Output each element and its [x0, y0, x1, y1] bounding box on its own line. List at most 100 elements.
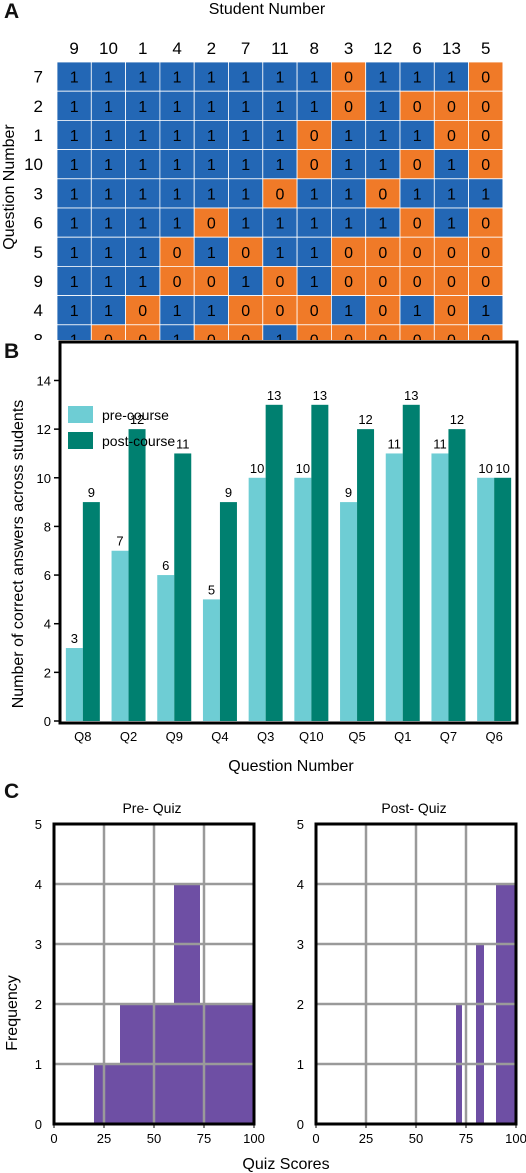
heatmap-cell-value: 1 [413, 128, 422, 145]
heatmap-cell-value: 1 [70, 157, 79, 174]
heatmap-cell-value: 1 [138, 70, 147, 87]
heatmap-cell [159, 120, 195, 151]
heatmap-cell-value: 1 [241, 99, 250, 116]
heatmap-cell [365, 207, 401, 238]
x-tick-label: Q2 [120, 729, 137, 744]
heatmap-cell-value: 1 [481, 303, 490, 320]
heatmap-cell-value: 1 [173, 70, 182, 87]
heatmap-cell-value: 1 [241, 157, 250, 174]
x-tick-label: Q3 [257, 729, 274, 744]
heatmap-cell [330, 295, 367, 326]
heatmap-cell-value: 1 [138, 186, 147, 203]
y-tick-label: 3 [35, 937, 42, 952]
heatmap-cell [433, 265, 469, 296]
heatmap-cell-value: 1 [207, 99, 216, 116]
heatmap-cell [468, 90, 504, 121]
heatmap-cell-value: 0 [344, 70, 353, 87]
bar-post-course [219, 502, 237, 721]
heatmap-cell-value: 0 [481, 99, 490, 116]
bar-value-label: 3 [71, 631, 78, 646]
heatmap-cell-value: 0 [275, 186, 284, 203]
heatmap-cell-value: 0 [207, 274, 216, 291]
bar-value-label: 5 [208, 582, 215, 597]
heatmap-cell-value: 1 [173, 157, 182, 174]
histogram-y-title: Frequency [4, 975, 21, 1051]
y-tick-label: 1 [35, 1057, 42, 1072]
y-tick-label: 6 [44, 568, 51, 583]
histogram-bar [476, 944, 484, 1124]
x-tick-label: 75 [197, 1131, 211, 1146]
histogram-frame [314, 822, 518, 1126]
heatmap-row-label: 1 [34, 126, 43, 145]
x-tick-label: 0 [50, 1131, 57, 1146]
bar-post-course [357, 429, 375, 721]
heatmap-cell-value: 1 [310, 70, 319, 87]
heatmap-cell [159, 90, 195, 121]
heatmap-col-label: 6 [412, 39, 421, 58]
heatmap-cell [90, 295, 127, 326]
heatmap-cell-value: 1 [70, 186, 79, 203]
heatmap-cell [296, 120, 332, 151]
bar-value-label: 9 [225, 485, 232, 500]
heatmap-cell-value: 1 [104, 157, 113, 174]
heatmap-cell [90, 207, 127, 238]
heatmap-cell-value: 1 [310, 245, 319, 262]
heatmap-cell-value: 0 [481, 70, 490, 87]
heatmap-cell-value: 0 [413, 274, 422, 291]
x-tick-label: Q1 [394, 729, 411, 744]
x-tick-label: Q6 [485, 729, 502, 744]
heatmap-cell [262, 295, 298, 326]
bar-value-label: 10 [478, 461, 492, 476]
bar-value-label: 13 [313, 388, 327, 403]
x-tick-label: Q5 [348, 729, 365, 744]
panel-b-letter: B [4, 340, 20, 363]
heatmap-cell-value: 1 [241, 186, 250, 203]
y-tick-label: 14 [37, 373, 51, 388]
heatmap-cell [262, 265, 298, 296]
bar-post-course [448, 429, 466, 721]
heatmap-cell [330, 265, 367, 296]
bar-legend: pre-course post-course [68, 406, 175, 449]
heatmap-cell [125, 178, 161, 209]
heatmap-cell [90, 90, 127, 121]
heatmap-cell-value: 1 [413, 303, 422, 320]
heatmap-cell [433, 236, 469, 267]
heatmap-cell-value: 1 [104, 274, 113, 291]
heatmap-cell-value: 0 [344, 99, 353, 116]
heatmap-cell-value: 0 [413, 157, 422, 174]
heatmap-cell-value: 0 [138, 303, 147, 320]
panel-a-letter: A [4, 0, 20, 23]
bar-post-course [174, 453, 192, 721]
heatmap-cell-value: 1 [447, 216, 456, 233]
bar-post-course [402, 404, 420, 721]
bar-pre-course [248, 477, 266, 721]
heatmap-cell-value: 1 [173, 128, 182, 145]
y-tick-label: 0 [44, 714, 51, 729]
bar-chart-x-title: Question Number [228, 758, 354, 775]
bar-value-label: 7 [116, 534, 123, 549]
y-tick-label: 0 [35, 1117, 42, 1132]
heatmap-cell-value: 0 [481, 128, 490, 145]
heatmap-cell [262, 90, 298, 121]
heatmap-cell-value: 1 [70, 274, 79, 291]
bar-value-label: 13 [267, 388, 281, 403]
x-tick-label: Q9 [166, 729, 183, 744]
heatmap-chart: Student Number Question Number 9 10 1 4 2 7 11… [1, 1, 504, 340]
heatmap-cell-value: 0 [378, 332, 387, 340]
heatmap-cell-value: 1 [378, 216, 387, 233]
heatmap-x-title: Student Number [209, 1, 326, 18]
heatmap-cell-value: 0 [344, 274, 353, 291]
heatmap-cell [399, 61, 435, 92]
bar-pre-course [477, 477, 495, 721]
heatmap-cell-value: 0 [275, 274, 284, 291]
x-tick-label: Q4 [211, 729, 228, 744]
bar-post-course [265, 404, 283, 721]
heatmap-row-label: 10 [24, 155, 43, 174]
bar-post-course [82, 502, 100, 721]
heatmap-cell [90, 120, 127, 151]
heatmap-cell-value: 0 [241, 303, 250, 320]
bar-value-label: 12 [450, 412, 464, 427]
x-tick-label: 0 [312, 1131, 319, 1146]
y-tick-label: 0 [297, 1117, 304, 1132]
heatmap-cell [228, 90, 264, 121]
